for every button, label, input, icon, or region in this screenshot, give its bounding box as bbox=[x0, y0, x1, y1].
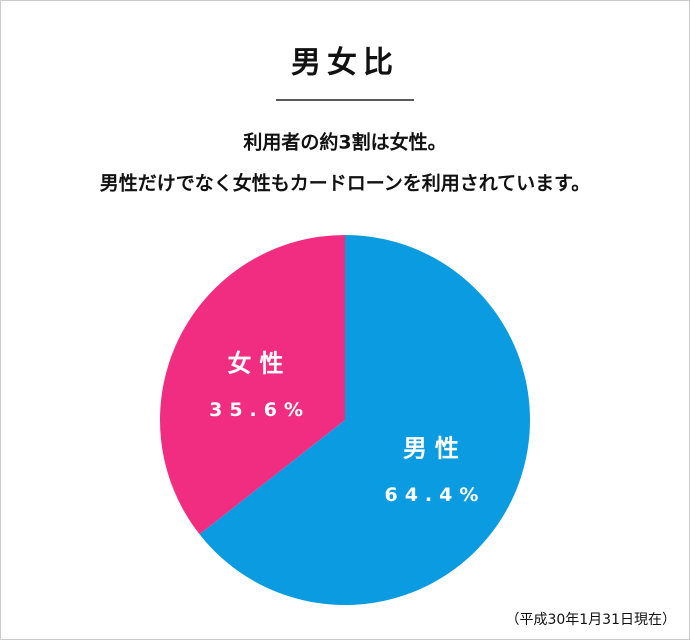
slice-label: 男性 bbox=[403, 435, 467, 463]
note: （平成30年1月31日現在） bbox=[505, 612, 676, 628]
chart-title: 男女比 bbox=[291, 46, 399, 81]
value-label: 64.4% bbox=[384, 484, 485, 506]
subtitle: 男性だけでなく女性もカードローンを利用されています。 bbox=[100, 172, 591, 195]
pie-slice bbox=[160, 235, 345, 535]
subtitle: 利用者の約3割は女性。 bbox=[243, 131, 446, 154]
pie-slice bbox=[199, 235, 531, 605]
value-label: 35.6% bbox=[209, 399, 310, 421]
slice-label: 女性 bbox=[228, 349, 292, 377]
